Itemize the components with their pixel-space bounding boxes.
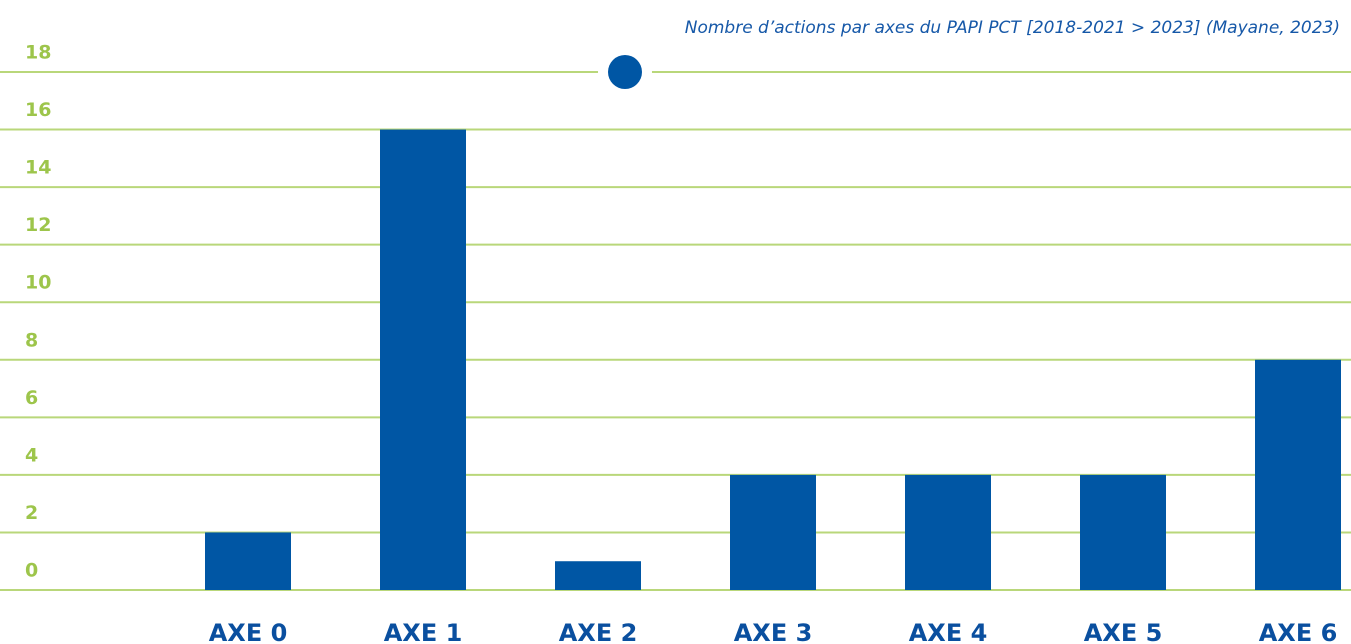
decor-dot [598, 45, 652, 99]
bar [205, 532, 291, 590]
bar [1080, 474, 1166, 590]
x-tick-label: AXE 6 [1259, 619, 1338, 644]
x-tick-label: AXE 2 [559, 619, 638, 644]
y-tick-label: 18 [25, 42, 51, 64]
bar [380, 129, 466, 591]
y-tick-label: 10 [25, 272, 51, 294]
chart-title: Nombre d’actions par axes du PAPI PCT [2… [685, 18, 1340, 38]
bar [1255, 359, 1341, 590]
y-tick-label: 2 [25, 502, 38, 524]
x-tick-label: AXE 4 [909, 619, 988, 644]
y-tick-label: 14 [25, 157, 51, 179]
x-tick-label: AXE 0 [209, 619, 288, 644]
bar [905, 474, 991, 590]
y-tick-label: 4 [25, 444, 38, 466]
bar [555, 561, 641, 590]
bar [730, 474, 816, 590]
y-tick-label: 16 [25, 99, 51, 121]
x-tick-label: AXE 3 [734, 619, 813, 644]
y-tick-label: 8 [25, 329, 38, 351]
y-tick-label: 12 [25, 214, 51, 236]
y-tick-label: 0 [25, 560, 38, 582]
y-tick-label: 6 [25, 387, 38, 409]
x-tick-label: AXE 5 [1084, 619, 1163, 644]
x-tick-label: AXE 1 [384, 619, 463, 644]
